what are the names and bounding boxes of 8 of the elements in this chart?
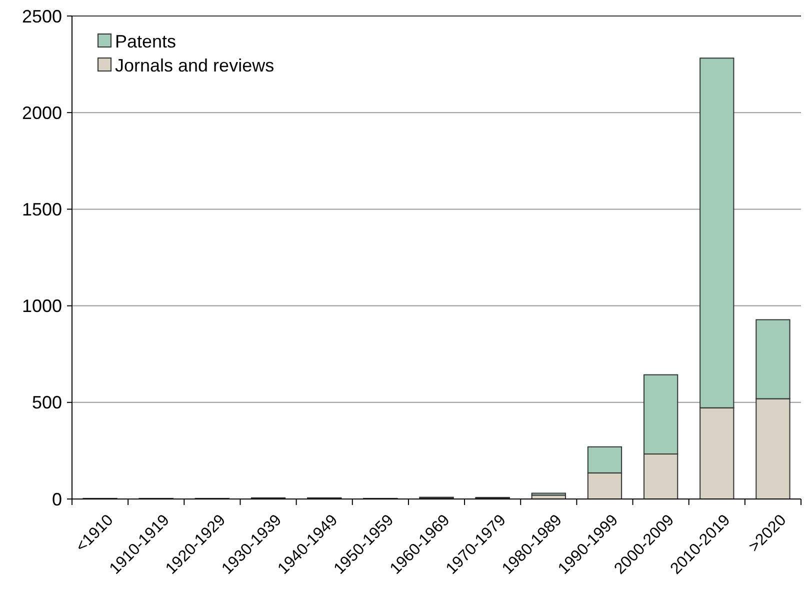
y-tick-label: 1000 [22, 296, 62, 316]
legend-label: Jornals and reviews [115, 55, 274, 76]
y-tick-label: 2500 [22, 6, 62, 26]
y-tick-label: 1500 [22, 200, 62, 220]
y-tick-label: 2000 [22, 102, 62, 123]
legend-label: Patents [115, 31, 176, 52]
y-tick-label: 0 [52, 489, 62, 510]
y-tick-label: 500 [32, 392, 62, 413]
